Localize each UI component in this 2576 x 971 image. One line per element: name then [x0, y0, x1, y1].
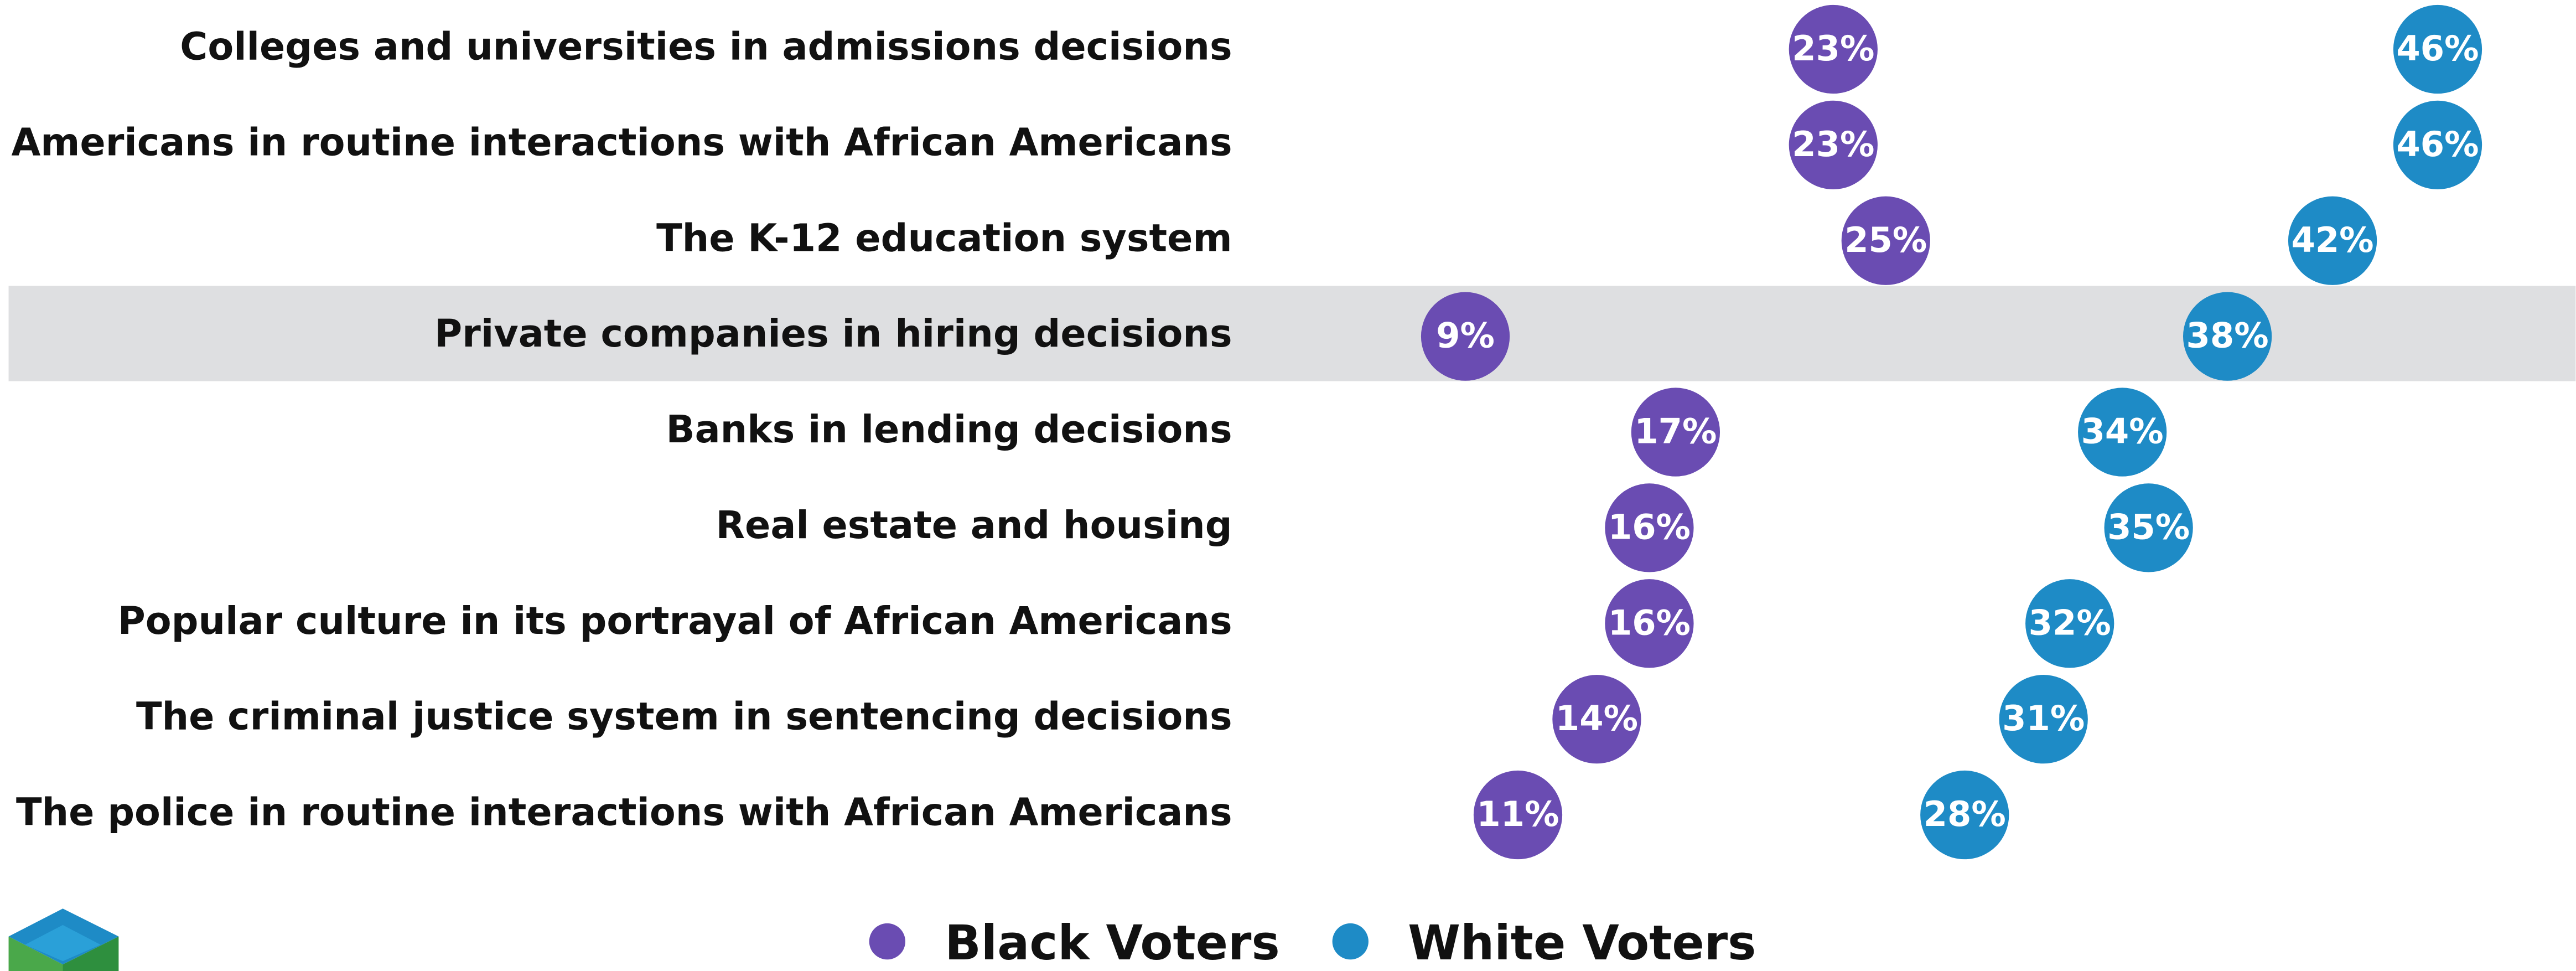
- dot: [2393, 100, 2482, 190]
- data-label: 31%: [2002, 698, 2085, 738]
- category-label: The criminal justice system in sentencin…: [136, 695, 1232, 739]
- dot: [1605, 483, 1694, 572]
- dot: [2078, 388, 2167, 477]
- data-label: 34%: [2081, 411, 2164, 452]
- legend-marker: [1332, 923, 1369, 960]
- logo: [8, 908, 119, 971]
- category-label: Colleges and universities in admissions …: [180, 25, 1232, 69]
- dot: [1421, 292, 1510, 381]
- dot: [2025, 579, 2114, 668]
- dot: [1789, 4, 1878, 94]
- data-label: 32%: [2029, 602, 2111, 643]
- category-label: Real estate and housing: [716, 504, 1232, 548]
- dot: [2393, 4, 2482, 94]
- highlight-band: [8, 286, 2576, 381]
- category-label: The police in routine interactions with …: [16, 791, 1232, 835]
- dot: [2104, 483, 2193, 572]
- category-label: White Americans in routine interactions …: [0, 121, 1232, 164]
- data-label: 16%: [1608, 602, 1691, 643]
- dot: [1552, 675, 1641, 764]
- dot: [1473, 770, 1563, 860]
- category-label: The K-12 education system: [656, 216, 1232, 260]
- data-label: 9%: [1436, 316, 1495, 356]
- dot: [1789, 100, 1878, 190]
- category-label: Popular culture in its portrayal of Afri…: [118, 600, 1232, 643]
- data-label: 38%: [2186, 316, 2269, 356]
- dot: [1920, 770, 2009, 860]
- data-label: 23%: [1792, 28, 1874, 69]
- data-label: 28%: [1924, 794, 2006, 834]
- category-label: Banks in lending decisions: [666, 408, 1232, 452]
- dot: [1605, 579, 1694, 668]
- data-label: 14%: [1556, 698, 1638, 738]
- dot: [1999, 675, 2088, 764]
- data-label: 35%: [2107, 507, 2190, 547]
- legend-label: Black Voters: [945, 916, 1279, 971]
- data-label: 17%: [1634, 411, 1717, 452]
- dot: [1631, 388, 1720, 477]
- dot: [2288, 196, 2377, 285]
- data-label: 16%: [1608, 507, 1691, 547]
- data-label: 46%: [2396, 124, 2479, 164]
- dot: [2183, 292, 2272, 381]
- data-label: 11%: [1476, 794, 1559, 834]
- data-label: 25%: [1844, 220, 1927, 260]
- legend-label: White Voters: [1408, 916, 1756, 971]
- legend-marker: [869, 923, 905, 960]
- data-label: 23%: [1792, 124, 1874, 164]
- data-label: 46%: [2396, 28, 2479, 69]
- category-label: Private companies in hiring decisions: [434, 312, 1232, 356]
- dot: [1841, 196, 1930, 285]
- data-label: 42%: [2291, 220, 2373, 260]
